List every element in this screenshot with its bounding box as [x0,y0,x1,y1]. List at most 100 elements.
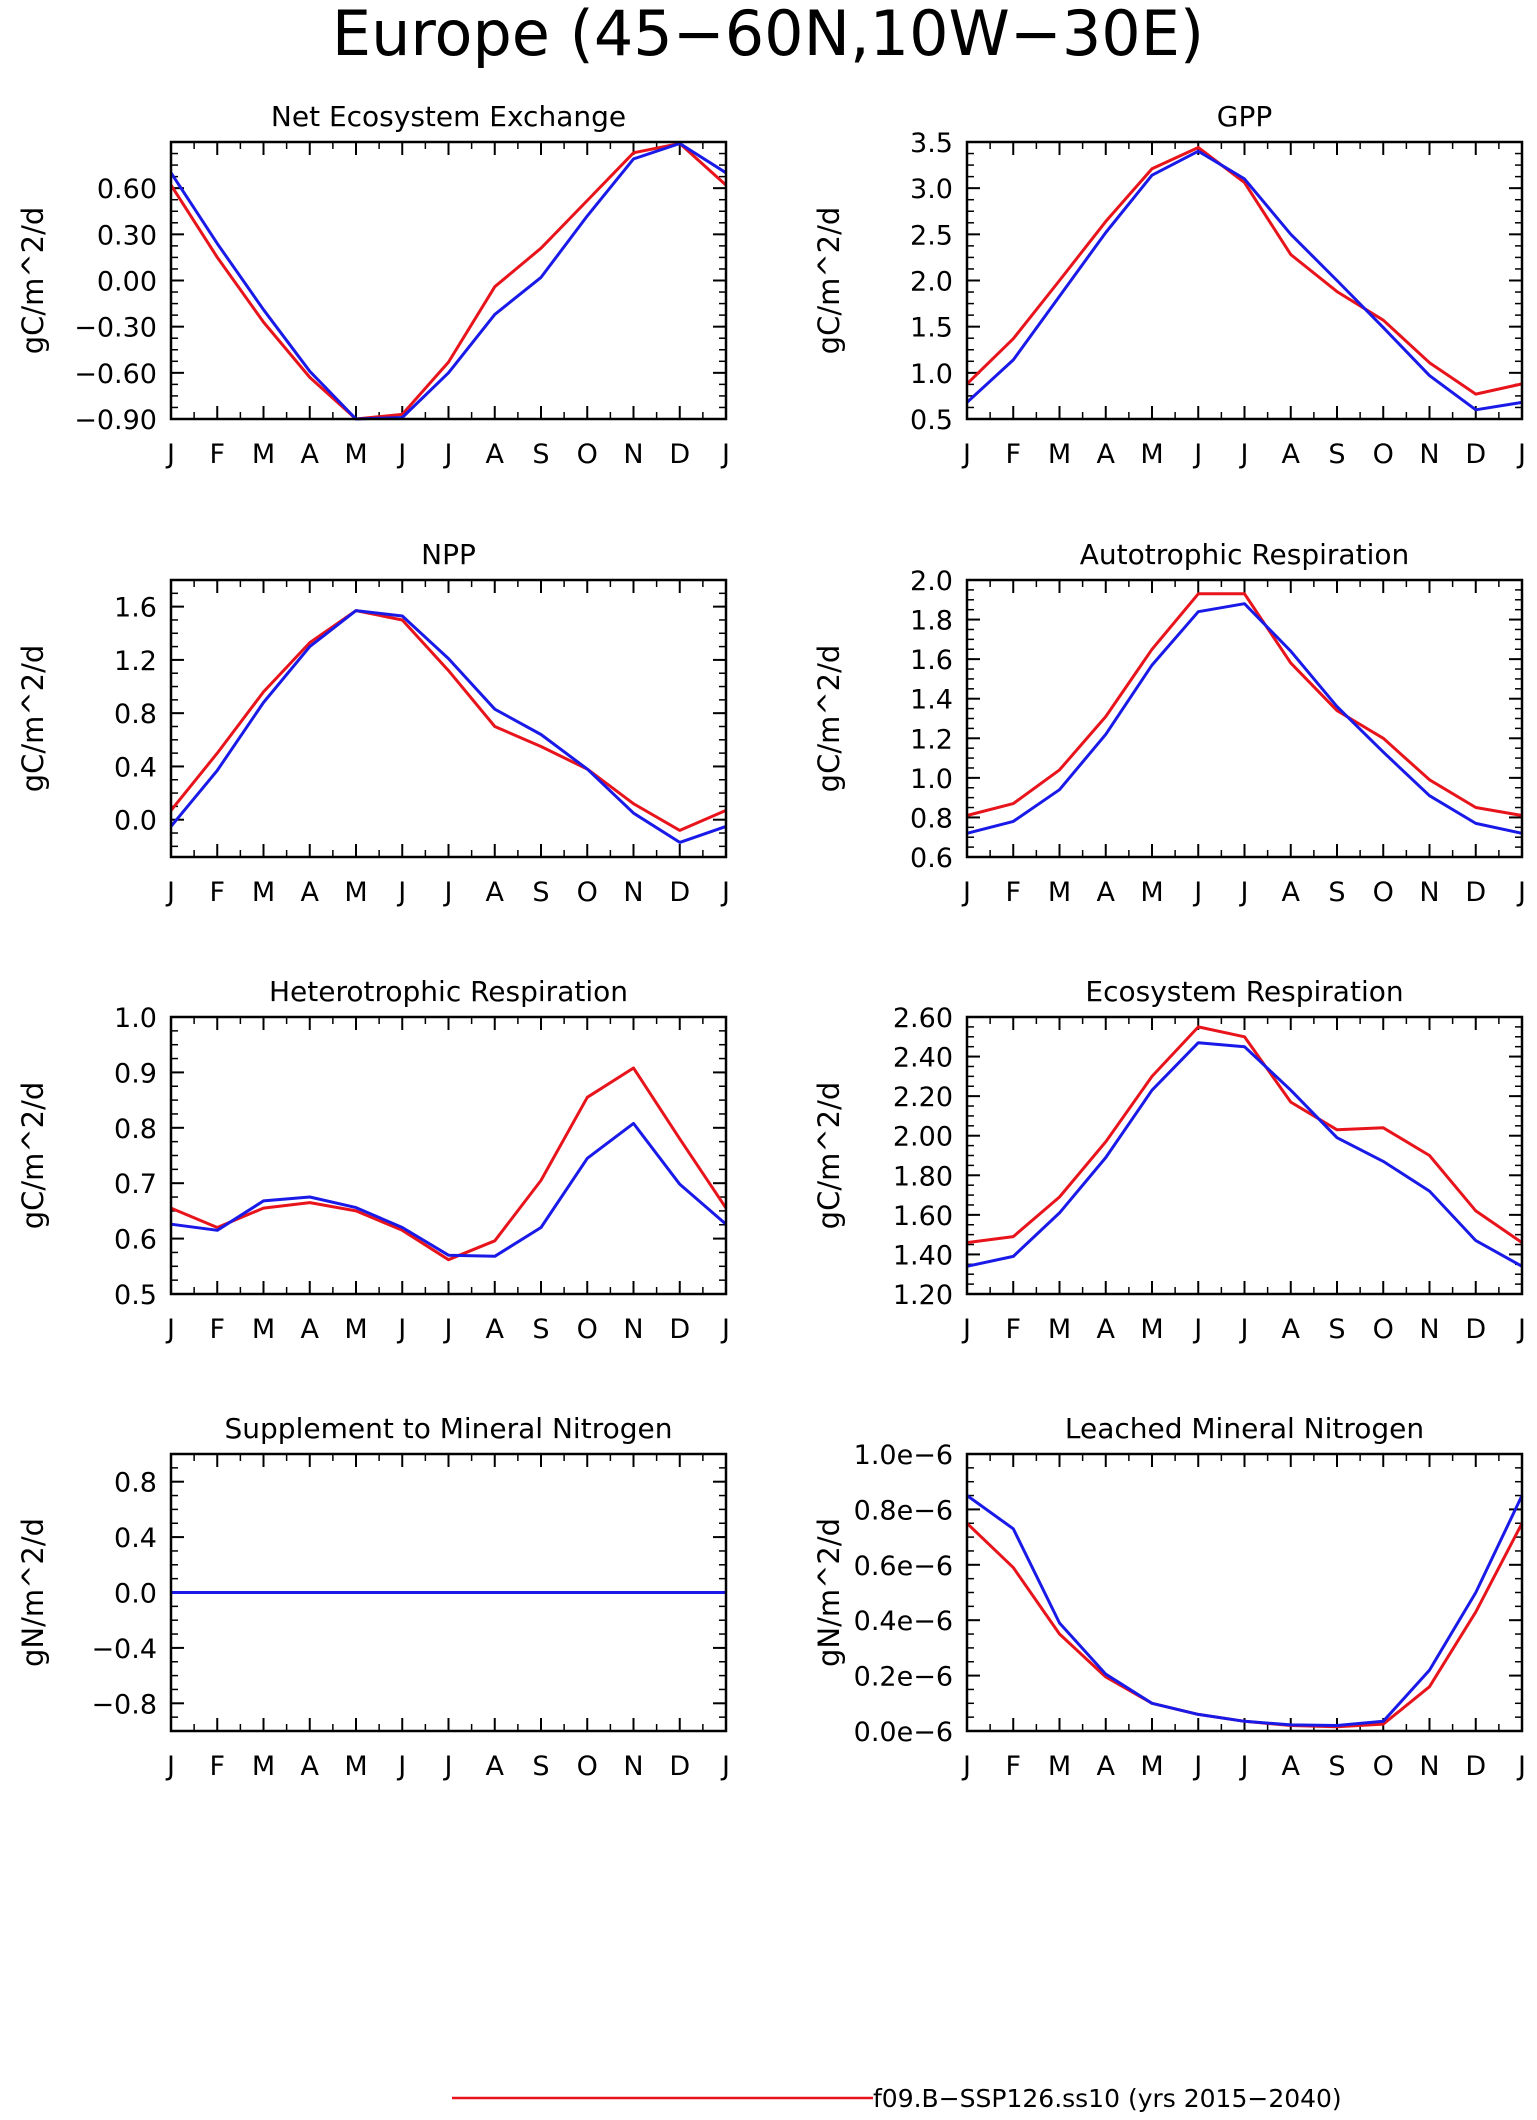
y-tick-label: 1.6 [114,593,157,624]
x-tick-label: M [344,439,367,470]
y-axis-label: gC/m^2/d [16,1082,50,1230]
plot-frame [169,578,728,859]
x-tick-label: A [301,1751,320,1782]
x-tick-label: J [396,439,406,470]
panel-7: Supplement to Mineral Nitrogen gN/m^2/d J F… [16,1412,730,1782]
x-tick-label: J [1239,1314,1249,1345]
x-tick-label: O [1373,1314,1394,1345]
y-tick-label: 0.6 [910,843,953,874]
y-tick-label: 0.0 [114,806,157,837]
y-tick-label: 3.5 [910,128,953,159]
x-tick-label: D [669,1751,690,1782]
x-tick-label: N [623,1751,643,1782]
panel-title: NPP [421,538,476,571]
x-tick-label: J [720,1314,730,1345]
x-tick-label: A [486,1314,505,1345]
y-tick-label: −0.30 [74,313,157,344]
x-tick-label: M [344,1751,367,1782]
x-tick-label: J [1516,1751,1526,1782]
y-axis-label: gC/m^2/d [812,207,846,355]
series-line-2 [169,142,727,421]
panel-title: Supplement to Mineral Nitrogen [225,1412,673,1445]
y-tick-label: 0.8 [114,699,157,730]
y-tick-label: 1.2 [910,724,953,755]
x-tick-label: J [165,1751,175,1782]
x-tick-label: J [165,439,175,470]
x-tick-label: D [1465,1314,1486,1345]
y-tick-label: 0.0 [114,1579,157,1610]
x-tick-label: J [165,877,175,908]
panel-title: Net Ecosystem Exchange [271,100,626,133]
x-tick-label: J [443,1751,453,1782]
x-tick-label: J [1516,1314,1526,1345]
y-tick-label: 2.00 [893,1122,953,1153]
x-tick-label: O [1373,877,1394,908]
y-tick-label: 1.0 [114,1003,157,1034]
series-line-2 [965,149,1523,412]
x-tick-label: M [252,1751,275,1782]
x-tick-label: M [1048,1314,1071,1345]
y-tick-label: 0.4e−6 [854,1606,953,1637]
x-tick-label: N [623,439,643,470]
x-tick-label: J [961,877,971,908]
x-tick-label: J [396,1751,406,1782]
y-tick-label: 0.30 [97,220,157,251]
series-line-1 [966,592,1523,817]
x-tick-label: F [1005,1314,1021,1345]
x-tick-label: F [209,1751,225,1782]
y-tick-label: 1.0 [910,359,953,390]
x-tick-label: S [1328,1751,1345,1782]
x-tick-label: N [623,877,643,908]
x-tick-label: A [1097,877,1116,908]
y-tick-label: 2.60 [893,1003,953,1034]
x-tick-label: M [252,1314,275,1345]
x-tick-label: D [1465,1751,1486,1782]
x-tick-label: D [669,439,690,470]
x-tick-label: O [577,877,598,908]
x-tick-label: S [1328,877,1345,908]
x-tick-label: O [577,1751,598,1782]
panel-title: Autotrophic Respiration [1080,538,1409,571]
x-tick-label: A [301,1314,320,1345]
x-tick-label: F [209,439,225,470]
y-tick-label: 3.0 [910,174,953,205]
x-tick-label: M [252,439,275,470]
x-tick-label: J [961,1314,971,1345]
x-tick-label: J [1516,877,1526,908]
y-tick-label: −0.4 [91,1634,157,1665]
y-tick-label: 0.9 [114,1058,157,1089]
x-tick-label: S [532,439,549,470]
y-tick-label: 0.2e−6 [854,1662,953,1693]
y-tick-label: 1.8 [910,606,953,637]
panel-title: Ecosystem Respiration [1085,975,1403,1008]
y-tick-label: 1.40 [893,1240,953,1271]
y-tick-label: 0.4 [114,1523,157,1554]
y-tick-label: 1.2 [114,646,157,677]
panel-title: Heterotrophic Respiration [269,975,628,1008]
x-tick-label: M [1140,1314,1163,1345]
y-tick-label: 1.0e−6 [854,1440,953,1471]
series-line-1 [966,1025,1523,1245]
x-tick-label: M [1048,439,1071,470]
x-tick-label: D [669,877,690,908]
x-tick-label: A [1282,1751,1301,1782]
series-line-2 [966,1494,1524,1727]
x-tick-label: F [1005,877,1021,908]
x-tick-label: M [252,877,275,908]
y-tick-label: 0.4 [114,752,157,783]
x-tick-label: J [443,877,453,908]
y-axis-label: gN/m^2/d [16,1518,50,1667]
figure-title: Europe (45−60N,10W−30E) [332,0,1204,70]
x-tick-label: J [165,1314,175,1345]
y-tick-label: 2.20 [893,1082,953,1113]
x-tick-label: F [1005,439,1021,470]
x-tick-label: A [486,1751,505,1782]
x-tick-label: D [1465,439,1486,470]
x-tick-label: S [532,877,549,908]
x-tick-label: N [1419,1751,1439,1782]
